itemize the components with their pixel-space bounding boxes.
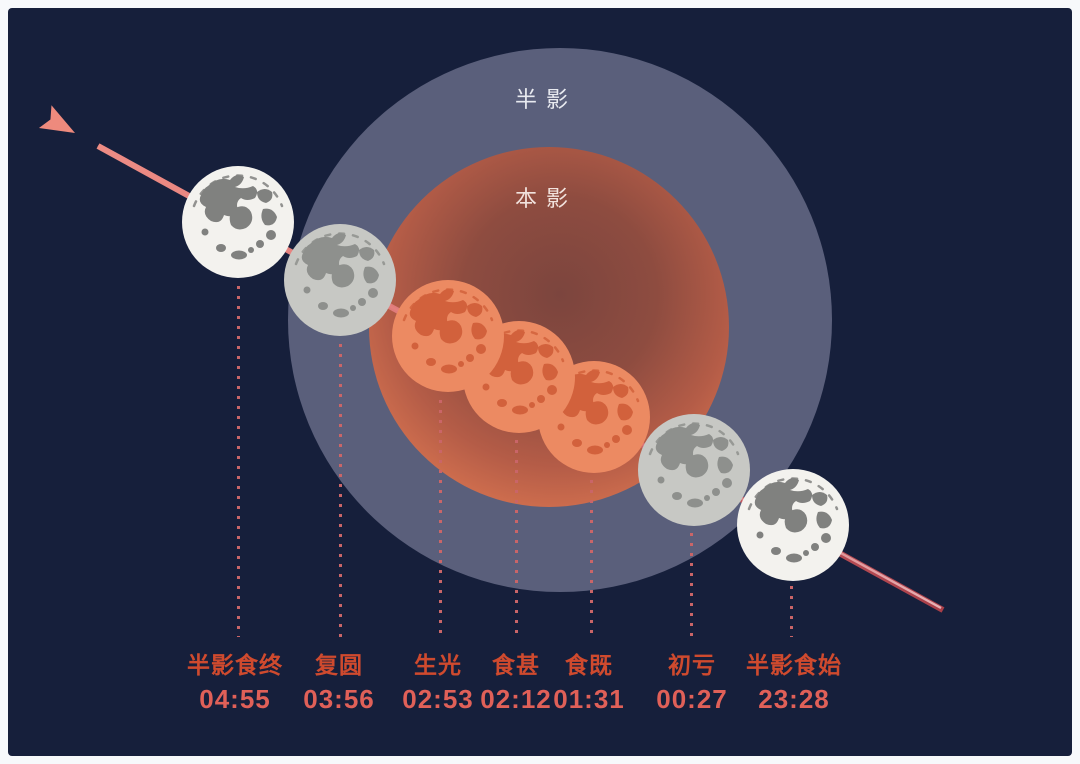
callout-line-partial-begin [690,533,693,637]
event-time: 02:53 [402,684,474,714]
event-penumbral-end: 半影食终 04:55 [187,646,283,715]
event-label: 食甚 [492,652,540,678]
event-label: 半影食终 [187,652,283,678]
event-label: 半影食始 [746,652,842,678]
callout-line-totality-end [439,400,442,637]
event-time: 02:12 [480,684,552,714]
moon-penumbral-eclipse-begin [735,467,851,583]
moon-totality-end [390,278,506,394]
event-time: 04:55 [199,684,271,714]
umbra-label: 本影 [514,186,578,211]
event-totality-begin: 食既 01:31 [553,646,625,715]
callout-line-partial-end [339,344,342,637]
diagram-panel: 半影 本影 [8,8,1072,756]
event-label: 复圆 [315,652,363,678]
event-time: 03:56 [303,684,375,714]
callout-line-penumbral-begin [790,586,793,637]
event-partial-end: 复圆 03:56 [303,646,375,715]
event-penumbral-begin: 半影食始 23:28 [746,646,842,715]
moon-penumbral-eclipse-end [180,164,296,280]
callout-line-penumbral-end [237,286,240,637]
callout-line-totality-begin [590,480,593,637]
event-label: 食既 [565,652,613,678]
event-time: 01:31 [553,684,625,714]
event-maximum: 食甚 02:12 [480,646,552,715]
moon-partial-eclipse-end [282,222,398,338]
callout-line-maximum [515,440,518,637]
event-partial-begin: 初亏 00:27 [656,646,728,715]
penumbra-label: 半影 [514,87,578,112]
event-label: 生光 [414,652,462,678]
event-label: 初亏 [668,652,716,678]
arrow-head-icon [38,105,75,133]
event-totality-end: 生光 02:53 [402,646,474,715]
event-time: 00:27 [656,684,728,714]
event-time: 23:28 [758,684,830,714]
